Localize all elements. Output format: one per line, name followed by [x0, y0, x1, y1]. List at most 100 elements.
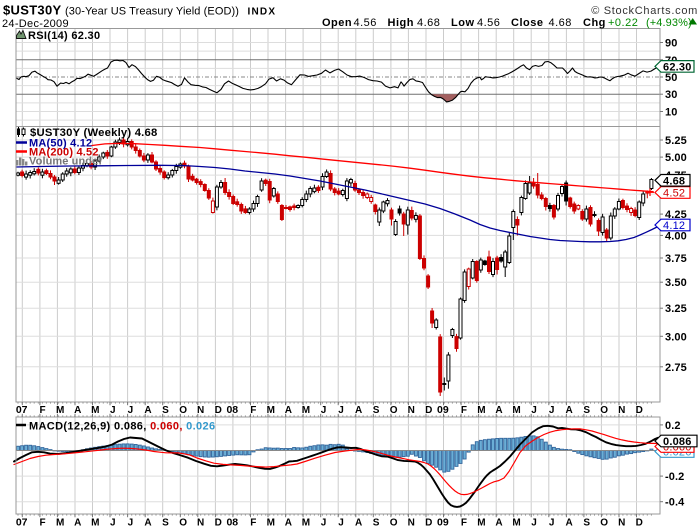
svg-text:J: J: [549, 518, 555, 529]
svg-text:M: M: [56, 518, 64, 529]
svg-text:J: J: [110, 405, 116, 416]
svg-text:F: F: [40, 518, 46, 529]
svg-text:08: 08: [226, 517, 238, 529]
svg-text:O: O: [179, 518, 187, 529]
svg-text:62.30: 62.30: [663, 61, 692, 73]
svg-text:N: N: [408, 518, 415, 529]
svg-text:M: M: [302, 518, 310, 529]
svg-text:$UST30Y (Weekly) 4.68: $UST30Y (Weekly) 4.68: [30, 127, 158, 139]
svg-text:(30-Year US Treasury Yield (EO: (30-Year US Treasury Yield (EOD)): [65, 6, 239, 18]
svg-text:4.52: 4.52: [663, 188, 685, 200]
svg-text:5.25: 5.25: [665, 135, 687, 147]
svg-text:4.68: 4.68: [663, 175, 685, 187]
svg-text:A: A: [355, 405, 362, 416]
svg-text:D: D: [425, 405, 432, 416]
svg-text:A: A: [74, 518, 81, 529]
svg-text:M: M: [512, 405, 520, 416]
svg-text:J: J: [321, 518, 327, 529]
svg-text:+0.22: +0.22: [608, 17, 638, 29]
svg-text:A: A: [144, 405, 151, 416]
svg-text:N: N: [408, 405, 415, 416]
svg-text:© StockCharts.com: © StockCharts.com: [591, 5, 698, 17]
svg-text:M: M: [56, 405, 64, 416]
svg-text:S: S: [162, 518, 169, 529]
svg-text:D: D: [425, 518, 432, 529]
svg-text:F: F: [461, 518, 467, 529]
svg-text:50: 50: [665, 72, 677, 84]
svg-text:J: J: [531, 405, 537, 416]
svg-text:N: N: [197, 405, 204, 416]
svg-text:M: M: [477, 518, 485, 529]
svg-text:J: J: [128, 405, 134, 416]
svg-text:09: 09: [437, 404, 449, 416]
svg-text:4.56: 4.56: [477, 17, 500, 29]
svg-text:$UST30Y: $UST30Y: [3, 3, 61, 18]
svg-text:N: N: [197, 518, 204, 529]
svg-text:3.25: 3.25: [665, 303, 687, 315]
svg-text:S: S: [583, 518, 590, 529]
svg-text:Low: Low: [451, 17, 475, 29]
svg-text:5.00: 5.00: [665, 152, 687, 164]
svg-text:-0.2: -0.2: [665, 471, 684, 483]
svg-text:J: J: [338, 518, 344, 529]
svg-text:A: A: [565, 405, 572, 416]
svg-text:M: M: [267, 405, 275, 416]
svg-text:O: O: [390, 518, 398, 529]
svg-text:N: N: [618, 518, 625, 529]
svg-text:M: M: [267, 518, 275, 529]
svg-text:S: S: [162, 405, 169, 416]
svg-text:MA(200) 4.52: MA(200) 4.52: [29, 147, 99, 159]
svg-text:O: O: [179, 405, 187, 416]
svg-text:J: J: [531, 518, 537, 529]
svg-text:3.50: 3.50: [665, 277, 687, 289]
svg-text:4.56: 4.56: [354, 17, 377, 29]
svg-text:A: A: [355, 518, 362, 529]
svg-text:Close: Close: [511, 17, 543, 29]
svg-text:0.086: 0.086: [663, 436, 692, 448]
svg-text:3.75: 3.75: [665, 253, 687, 265]
svg-text:4.68: 4.68: [549, 17, 572, 29]
svg-text:O: O: [600, 518, 608, 529]
svg-text:M: M: [477, 405, 485, 416]
svg-text:O: O: [600, 405, 608, 416]
svg-text:10: 10: [665, 107, 677, 119]
svg-text:M: M: [91, 405, 99, 416]
svg-text:08: 08: [226, 404, 238, 416]
svg-text:F: F: [461, 405, 467, 416]
svg-text:F: F: [250, 405, 256, 416]
svg-text:D: D: [636, 405, 643, 416]
svg-text:O: O: [390, 405, 398, 416]
svg-text:0.2: 0.2: [665, 420, 681, 432]
svg-text:J: J: [110, 518, 116, 529]
svg-text:4.25: 4.25: [665, 209, 687, 221]
svg-text:Chg: Chg: [583, 17, 606, 29]
svg-text:J: J: [321, 405, 327, 416]
svg-text:2.75: 2.75: [665, 362, 687, 374]
svg-text:S: S: [373, 518, 380, 529]
svg-text:INDX: INDX: [248, 7, 277, 18]
svg-text:N: N: [618, 405, 625, 416]
svg-text:RSI(14) 62.30: RSI(14) 62.30: [28, 30, 100, 42]
svg-text:07: 07: [16, 404, 28, 416]
svg-text:D: D: [215, 518, 222, 529]
svg-text:M: M: [302, 405, 310, 416]
svg-text:3.00: 3.00: [665, 331, 687, 343]
svg-text:J: J: [338, 405, 344, 416]
svg-text:90: 90: [665, 38, 677, 50]
svg-text:4.00: 4.00: [665, 230, 687, 242]
svg-text:07: 07: [16, 517, 28, 529]
svg-text:-0.4: -0.4: [665, 497, 685, 509]
svg-text:A: A: [285, 518, 292, 529]
svg-text:Open: Open: [322, 17, 352, 29]
svg-text:A: A: [495, 405, 502, 416]
svg-text:A: A: [144, 518, 151, 529]
svg-text:A: A: [495, 518, 502, 529]
svg-text:4.68: 4.68: [417, 17, 440, 29]
svg-text:M: M: [512, 518, 520, 529]
svg-text:M: M: [91, 518, 99, 529]
svg-text:MA(50) 4.12: MA(50) 4.12: [29, 138, 92, 150]
svg-text:D: D: [636, 518, 643, 529]
svg-text:F: F: [250, 518, 256, 529]
svg-text:A: A: [74, 405, 81, 416]
svg-text:A: A: [285, 405, 292, 416]
